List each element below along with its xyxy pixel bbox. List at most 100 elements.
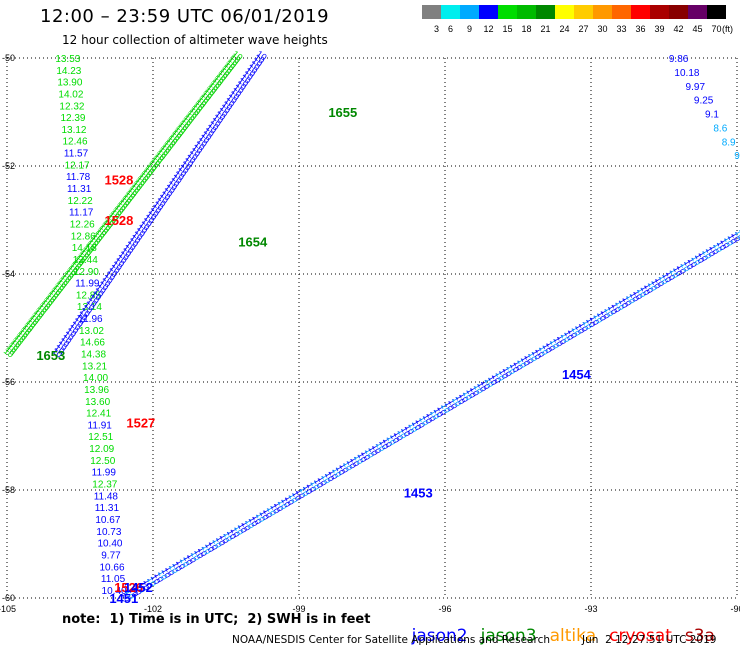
scale-label: 70 — [711, 24, 721, 34]
time-label: 1653 — [36, 348, 65, 363]
track-value-label: 13.60 — [85, 397, 110, 408]
diagonal-track-mark: 10 — [100, 218, 114, 232]
diagonal-track-mark: 10 — [337, 461, 351, 475]
diagonal-track-mark: 10 — [50, 283, 64, 297]
diagonal-track-mark: 10 — [522, 352, 536, 366]
scale-label: 15 — [502, 24, 512, 34]
x-tick-label: -90 — [730, 604, 740, 614]
diagonal-track-mark: 10 — [8, 338, 22, 352]
color-scale-legend: 3 6 9 12 15 18 21 24 27 30 33 36 39 42 45 70 (ft) — [422, 5, 733, 34]
diagonal-track-mark: 10 — [312, 476, 326, 490]
diagonal-track-mark: 10 — [125, 186, 139, 200]
diagonal-track-mark: 10 — [725, 232, 739, 246]
diagonal-track-mark: 10 — [128, 232, 142, 246]
diagonal-track-mark: 10 — [214, 534, 228, 548]
diagonal-track-mark: 10 — [722, 234, 736, 248]
diagonal-track-mark: 10 — [154, 148, 168, 162]
diagonal-track-mark: 10 — [161, 138, 175, 152]
diagonal-track-mark: 10 — [33, 306, 47, 320]
diagonal-track-mark: 10 — [133, 225, 147, 239]
diagonal-track-mark: 10 — [145, 209, 159, 223]
diagonal-track-mark: 10 — [140, 215, 154, 229]
diagonal-track-mark: 10 — [142, 163, 156, 177]
diagonal-track-mark: 10 — [73, 253, 87, 267]
diagonal-track-mark: 10 — [213, 71, 227, 85]
diagonal-track-mark: 10 — [548, 337, 562, 351]
scale-swatch — [422, 5, 441, 19]
diagonal-track-mark: 10 — [109, 206, 123, 220]
diagonal-track-mark: 10 — [119, 245, 133, 259]
y-tick-label: -52 — [2, 161, 15, 171]
diagonal-track-mark: 10 — [79, 246, 93, 260]
diagonal-track-mark: 10 — [144, 161, 158, 175]
diagonal-track-mark: 10 — [435, 403, 449, 417]
track-value-label: 11.78 — [66, 172, 91, 183]
diagonal-track-mark: 10 — [167, 131, 181, 145]
diagonal-track-mark: 10 — [170, 560, 184, 574]
diagonal-track-mark: 10 — [131, 178, 145, 192]
diagonal-track-mark: 10 — [228, 525, 242, 539]
diagonal-track-mark: 10 — [223, 95, 237, 109]
diagonal-track-mark: 10 — [152, 570, 166, 584]
diagonal-track-mark: 10 — [156, 568, 170, 582]
scale-label: 36 — [635, 24, 645, 34]
diagonal-track-mark: 10 — [696, 249, 710, 263]
diagonal-track-mark: 10 — [406, 420, 420, 434]
track-value-label: 13.96 — [84, 385, 109, 396]
diagonal-track-mark: 10 — [638, 283, 652, 297]
diagonal-track-mark: 10 — [432, 406, 446, 420]
diagonal-track-mark: 10 — [46, 288, 60, 302]
time-label: 1451 — [109, 591, 138, 606]
diagonal-track-mark: 10 — [112, 255, 126, 269]
diagonal-track-mark: 10 — [170, 172, 184, 186]
diagonal-track-mark: 10 — [566, 326, 580, 340]
diagonal-track-mark: 10 — [468, 384, 482, 398]
diagonal-track-mark: 10 — [700, 247, 714, 261]
diagonal-track-mark: 10 — [211, 112, 225, 126]
diagonal-track-mark: 10 — [239, 519, 253, 533]
scale-label: 39 — [654, 24, 664, 34]
diagonal-track-mark: 10 — [399, 425, 413, 439]
diagonal-track-mark: 10 — [392, 429, 406, 443]
diagonal-track-mark: 10 — [75, 251, 89, 265]
diagonal-track-mark: 10 — [161, 185, 175, 199]
diagonal-track-mark: 10 — [243, 65, 257, 79]
diagonal-track-mark: 10 — [117, 249, 131, 263]
diagonal-track-mark: 10 — [617, 296, 631, 310]
track-value-label: 13.14 — [77, 302, 102, 313]
diagonal-track-mark: 10 — [202, 125, 216, 139]
satellite-altika: altika — [549, 626, 597, 646]
diagonal-track-mark: 10 — [479, 378, 493, 392]
diagonal-track-mark: 10 — [569, 324, 583, 338]
diagonal-track-mark: 10 — [729, 230, 740, 244]
diagonal-track-mark: 10 — [150, 153, 164, 167]
diagonal-track-mark: 10 — [559, 331, 573, 345]
diagonal-track-mark: 10 — [209, 115, 223, 129]
diagonal-track-mark: 10 — [54, 278, 68, 292]
diagonal-track-mark: 10 — [243, 517, 257, 531]
diagonal-track-mark: 10 — [417, 414, 431, 428]
diagonal-track-mark: 10 — [190, 101, 204, 115]
track-value-label: 14.38 — [81, 350, 106, 361]
scale-swatch — [631, 5, 650, 19]
diagonal-track-mark: 10 — [216, 105, 230, 119]
diagonal-track-mark: 10 — [60, 332, 74, 346]
scale-label: 30 — [597, 24, 607, 34]
y-tick-label: -60 — [2, 593, 15, 603]
diagonal-track-mark: 10 — [159, 566, 173, 580]
diagonal-track-mark: 10 — [71, 256, 85, 270]
diagonal-track-mark: 10 — [171, 126, 185, 140]
diagonal-track-mark: 10 — [188, 104, 202, 118]
diagonal-track-mark: 10 — [602, 305, 616, 319]
diagonal-track-mark: 10 — [497, 367, 511, 381]
track-value-label: 12.51 — [88, 432, 113, 443]
diagonal-track-mark: 10 — [511, 358, 525, 372]
track-value-label: 10.66 — [99, 562, 124, 573]
scale-swatch — [688, 5, 707, 19]
y-tick-label: -56 — [2, 377, 15, 387]
diagonal-track-mark: 10 — [73, 312, 87, 326]
diagonal-track-mark: 10 — [196, 545, 210, 559]
diagonal-track-mark: 10 — [156, 192, 170, 206]
diagonal-track-mark: 10 — [667, 266, 681, 280]
